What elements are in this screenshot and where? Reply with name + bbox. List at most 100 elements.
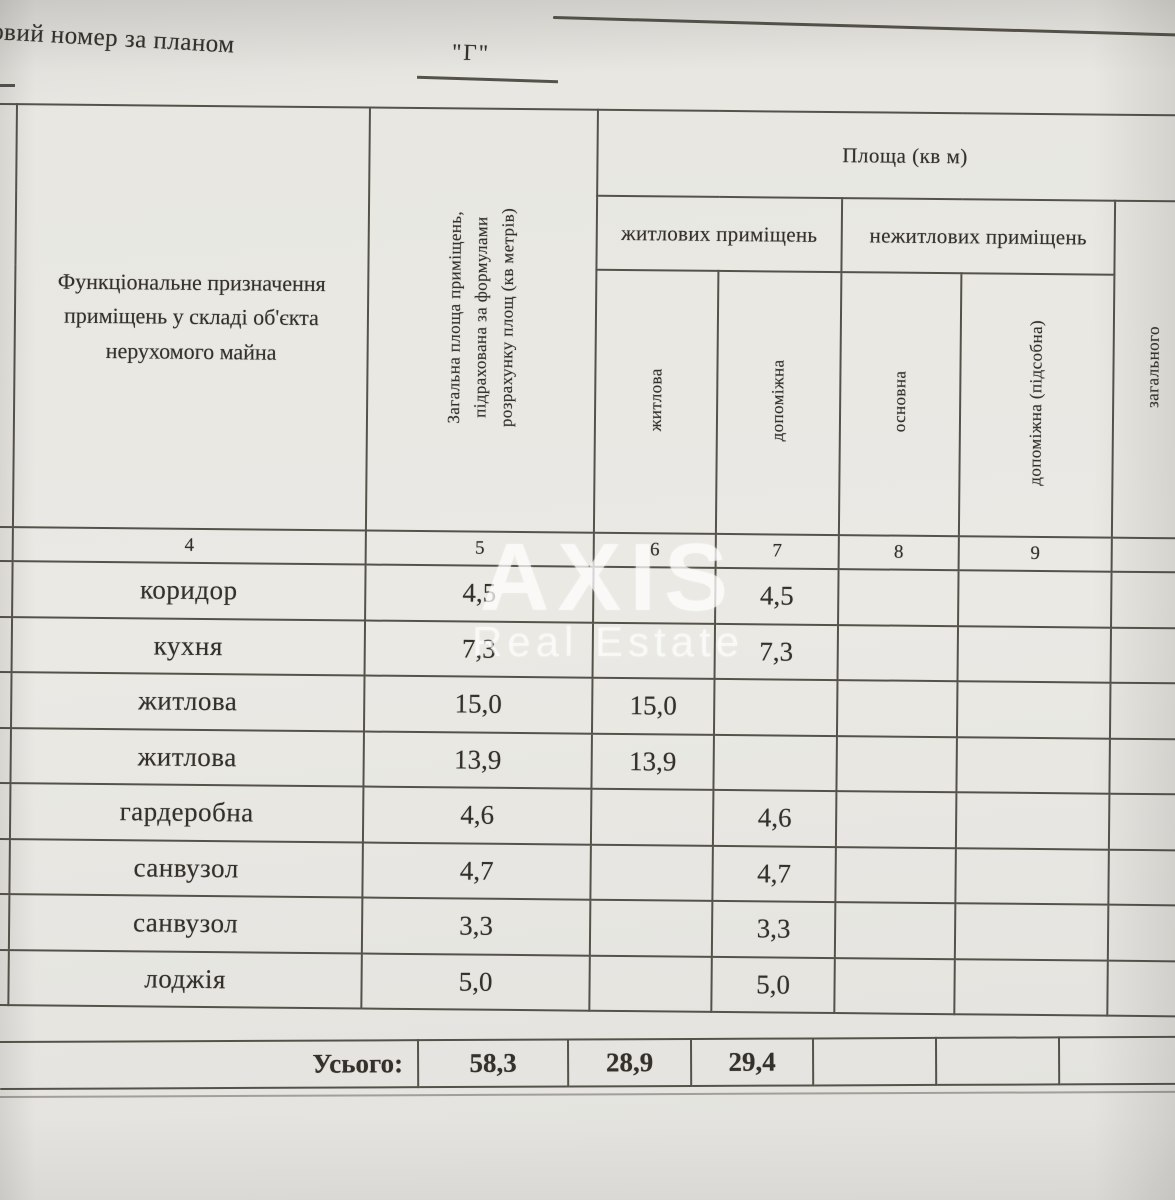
nonres-aux-area-cell	[955, 792, 1110, 850]
plan-number-label: овий номер за планом	[0, 18, 236, 59]
aux-area-cell: 7,3	[714, 623, 839, 681]
totals-label: Усього:	[0, 1040, 419, 1089]
nonres-aux-area-cell	[958, 570, 1112, 628]
nonres-aux-area-cell	[956, 736, 1110, 794]
right-cut-cell	[1109, 738, 1175, 795]
left-cut-cell	[0, 526, 13, 562]
living-area-cell	[589, 955, 712, 1012]
living-area-cell	[590, 788, 714, 846]
main-area-cell	[834, 957, 955, 1015]
nonres-aux-area-cell	[954, 958, 1108, 1016]
main-area-cell	[835, 791, 957, 848]
total-area-cell: 13,9	[363, 731, 592, 789]
right-cut-cell	[1058, 1036, 1175, 1085]
column-number: 5	[365, 530, 594, 567]
total-area-cell: 3,3	[361, 897, 591, 956]
header-main: основна	[838, 272, 962, 537]
room-name-cell: лоджія	[8, 949, 362, 1009]
header-main-text: основна	[889, 370, 910, 433]
totals-total-area: 58,3	[418, 1039, 569, 1088]
right-cut-cell	[1111, 537, 1175, 573]
living-area-cell	[590, 844, 713, 901]
column-number: 8	[838, 535, 959, 571]
header-total-area-line2: підрахована за формулами	[470, 216, 492, 419]
room-name-cell: житлова	[10, 727, 364, 787]
room-name-cell: коридор	[12, 561, 366, 621]
header-residential-group: житлових приміщень	[596, 195, 843, 273]
header-nonresidential-group: нежитлових приміщень	[841, 198, 1116, 275]
main-area-cell	[836, 735, 957, 793]
total-area-cell: 4,5	[365, 564, 594, 623]
right-cut-cell	[1110, 627, 1175, 684]
totals-table: Усього: 58,3 28,9 29,4	[0, 1036, 1175, 1090]
column-number: 9	[958, 536, 1112, 572]
main-area-cell	[837, 624, 959, 682]
room-name-cell: кухня	[11, 616, 366, 676]
main-area-cell	[834, 902, 956, 959]
aux-area-cell: 3,3	[711, 900, 836, 958]
right-cut-cell	[1108, 849, 1175, 906]
living-area-cell: 15,0	[591, 677, 715, 735]
right-cut-cell	[1108, 793, 1175, 851]
left-cut-cell	[0, 727, 12, 784]
total-area-cell: 5,0	[361, 953, 590, 1011]
totals-row: Усього: 58,3 28,9 29,4	[0, 1036, 1175, 1089]
aux-area-cell	[713, 678, 838, 736]
left-cut-cell	[0, 560, 13, 617]
main-area-cell	[838, 569, 959, 626]
header-functional: Функціональне призначення приміщень у ск…	[12, 104, 370, 531]
nonres-aux-area-cell	[956, 681, 1111, 739]
header-common-cutoff: загального	[1111, 200, 1175, 539]
column-number: 4	[12, 527, 366, 565]
totals-nonres-aux-area	[935, 1037, 1060, 1085]
aux-area-cell: 4,5	[715, 567, 839, 625]
room-name-cell: житлова	[11, 672, 365, 732]
left-cut-cell	[0, 782, 11, 839]
totals-main-area	[812, 1037, 937, 1086]
living-area-cell	[592, 622, 716, 679]
room-name-cell: санвузол	[8, 894, 363, 954]
nonres-aux-area-cell	[955, 847, 1109, 905]
room-name-cell: гардеробна	[9, 783, 364, 843]
total-area-cell: 4,6	[362, 786, 592, 845]
room-name-cell: санвузол	[9, 838, 363, 898]
aux-area-cell: 5,0	[711, 956, 835, 1014]
right-cut-cell	[1107, 904, 1175, 962]
left-cut-cell	[0, 671, 12, 728]
totals-aux-area: 29,4	[690, 1038, 814, 1086]
header-living-text: житлова	[645, 367, 666, 431]
left-edge-dash	[0, 84, 15, 87]
left-cut-cell	[0, 838, 10, 895]
right-cut-cell	[1109, 682, 1175, 740]
header-common-cutoff-text: загального	[1143, 326, 1163, 409]
header-area-title: Площа (кв м)	[597, 109, 1175, 202]
living-area-cell: 13,9	[591, 733, 714, 790]
living-area-cell	[589, 899, 713, 957]
top-horizontal-rule	[552, 16, 1175, 38]
header-nonres-aux-text: допоміжна (підсобна)	[1025, 320, 1047, 486]
header-living: житлова	[593, 269, 719, 534]
areas-table: Функціональне призначення приміщень у ск…	[0, 103, 1175, 1018]
header-total-area-line3: розрахунку площ (кв метрів)	[497, 208, 519, 428]
header-residential-aux-text: допоміжна	[768, 359, 788, 442]
header-nonres-aux: допоміжна (підсобна)	[958, 273, 1115, 538]
total-area-cell: 4,7	[362, 842, 591, 900]
right-cut-cell	[1107, 960, 1175, 1017]
living-area-cell	[593, 566, 716, 624]
right-cut-cell	[1111, 571, 1175, 629]
column-number: 6	[593, 532, 716, 568]
totals-scan-double-line	[0, 1090, 1175, 1098]
nonres-aux-area-cell	[954, 903, 1109, 961]
totals-living-area: 28,9	[567, 1038, 692, 1087]
table-row: лоджія 5,0 5,0	[0, 949, 1175, 1017]
plan-number-underline	[416, 75, 559, 84]
aux-area-cell: 4,7	[712, 845, 836, 903]
main-area-cell	[835, 846, 956, 904]
header-residential-aux: допоміжна	[715, 270, 842, 536]
header-total-area-line1: Загальна площа приміщень,	[444, 210, 466, 424]
main-area-cell	[836, 680, 958, 737]
header-total-area-text: Загальна площа приміщень, підрахована за…	[441, 208, 522, 428]
left-cut-cell	[0, 616, 13, 673]
total-area-cell: 7,3	[364, 620, 594, 678]
